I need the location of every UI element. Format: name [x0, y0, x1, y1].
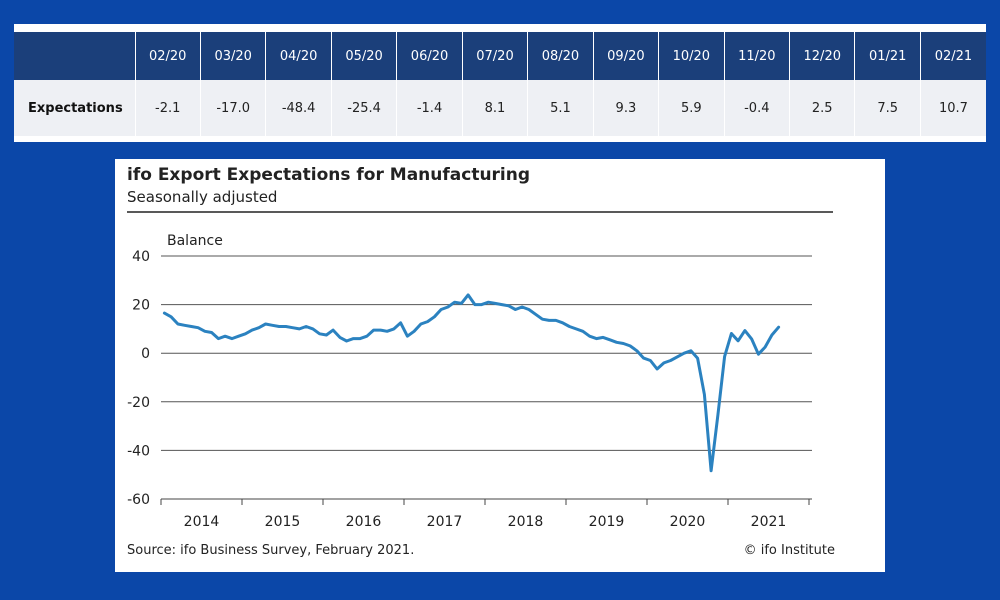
table-cell: -25.4 — [331, 80, 398, 136]
column-header: 06/20 — [396, 32, 463, 80]
chart-panel: ifo Export Expectations for Manufacturin… — [115, 159, 885, 572]
x-tick-label: 2017 — [427, 514, 463, 530]
chart-subtitle: Seasonally adjusted — [127, 188, 278, 206]
y-tick-label: 40 — [132, 249, 150, 265]
table-row: Expectations -2.1 -17.0 -48.4 -25.4 -1.4 8.1 5… — [14, 80, 986, 136]
table-corner — [14, 32, 136, 80]
column-header: 04/20 — [265, 32, 332, 80]
table-header-row: 02/20 03/20 04/20 05/20 06/20 07/20 08/20 09/20… — [14, 32, 986, 80]
table-cell: -17.0 — [200, 80, 267, 136]
x-tick-label: 2020 — [670, 514, 706, 530]
column-header: 03/20 — [200, 32, 267, 80]
column-header: 09/20 — [593, 32, 660, 80]
table-cell: 8.1 — [462, 80, 529, 136]
column-header: 07/20 — [462, 32, 529, 80]
column-header: 01/21 — [854, 32, 921, 80]
x-tick-label: 2019 — [589, 514, 625, 530]
y-tick-label: 20 — [132, 298, 150, 314]
table-cell: 5.1 — [527, 80, 594, 136]
x-tick-label: 2021 — [751, 514, 787, 530]
row-label: Expectations — [14, 80, 136, 136]
column-header: 11/20 — [724, 32, 791, 80]
column-header: 05/20 — [331, 32, 398, 80]
column-header: 08/20 — [527, 32, 594, 80]
chart-title: ifo Export Expectations for Manufacturin… — [127, 165, 531, 185]
line-chart: Balance 40 20 0 -20 -40 -60 2014 2015 2016 2017 2… — [127, 211, 833, 530]
x-tick-label: 2018 — [508, 514, 544, 530]
x-tick-label: 2014 — [184, 514, 220, 530]
table-cell: 5.9 — [658, 80, 725, 136]
column-header: 02/21 — [920, 32, 986, 80]
column-header: 10/20 — [658, 32, 725, 80]
table-cell: 7.5 — [854, 80, 921, 136]
table-cell: -1.4 — [396, 80, 463, 136]
column-header: 02/20 — [135, 32, 201, 80]
expectations-table-panel: 02/20 03/20 04/20 05/20 06/20 07/20 08/20 09/20… — [14, 24, 986, 142]
chart-source: Source: ifo Business Survey, February 20… — [127, 543, 415, 558]
table-cell: 10.7 — [920, 80, 986, 136]
expectations-table: 02/20 03/20 04/20 05/20 06/20 07/20 08/20 09/20… — [14, 32, 986, 136]
table-cell: -0.4 — [724, 80, 791, 136]
table-cell: -2.1 — [135, 80, 201, 136]
x-tick-label: 2015 — [265, 514, 301, 530]
y-axis-label: Balance — [167, 233, 223, 249]
y-tick-label: -60 — [127, 492, 150, 508]
column-header: 12/20 — [789, 32, 856, 80]
chart-copyright: © ifo Institute — [743, 543, 835, 558]
series-line — [162, 293, 781, 473]
x-tick-label: 2016 — [346, 514, 382, 530]
y-tick-label: 0 — [141, 346, 150, 362]
table-cell: 2.5 — [789, 80, 856, 136]
y-tick-label: -40 — [127, 443, 150, 459]
table-cell: -48.4 — [265, 80, 332, 136]
table-cell: 9.3 — [593, 80, 660, 136]
y-tick-label: -20 — [127, 395, 150, 411]
